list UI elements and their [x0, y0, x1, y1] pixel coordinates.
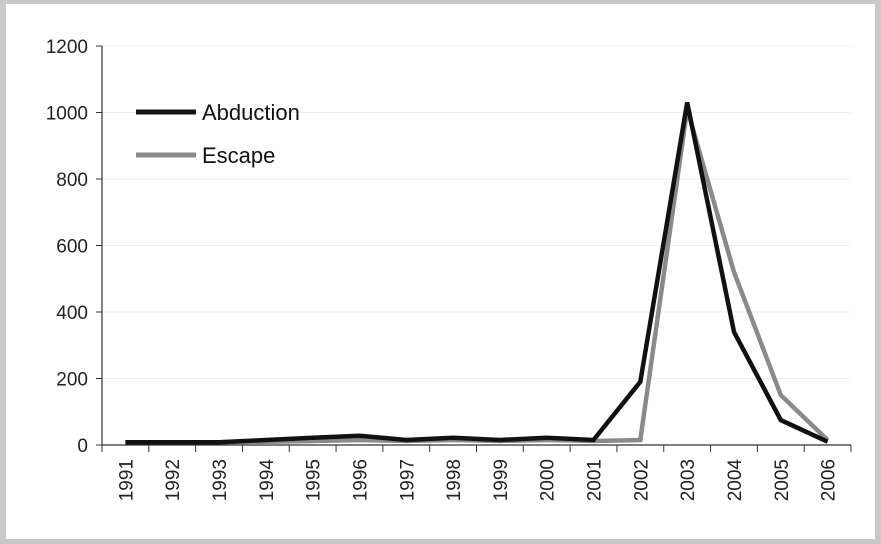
y-tick-label-200: 200	[56, 370, 88, 391]
series-lines	[125, 102, 830, 445]
y-tick-label-1200: 1200	[46, 37, 88, 58]
chart-frame: 0 200 400 600 800 1000 1200 1991 1992 1993 1994 19…	[6, 4, 875, 539]
x-tick-label-2003: 2003	[678, 459, 699, 501]
x-tick-label-1991: 1991	[116, 459, 137, 501]
x-axis-ticks: 1991 1992 1993 1994 1995 1996 1997 1998 1999 2000…	[101, 445, 852, 502]
legend-label-abduction: Abduction	[202, 100, 300, 125]
x-tick-label-2002: 2002	[631, 459, 652, 501]
legend: Abduction Escape	[136, 100, 300, 168]
y-tick-label-1000: 1000	[46, 104, 88, 125]
x-tick-label-1996: 1996	[350, 459, 371, 501]
series-line-abduction	[125, 102, 829, 445]
x-tick-label-2005: 2005	[772, 459, 793, 501]
grid-lines	[102, 45, 851, 379]
x-tick-label-1997: 1997	[397, 459, 418, 501]
x-tick-label-2000: 2000	[538, 459, 559, 501]
x-tick-label-2004: 2004	[725, 459, 746, 502]
x-tick-label-2006: 2006	[819, 459, 840, 501]
y-tick-label-0: 0	[77, 436, 88, 457]
x-tick-label-1999: 1999	[491, 459, 512, 501]
x-tick-label-2001: 2001	[585, 459, 606, 501]
x-tick-label-1995: 1995	[304, 459, 325, 501]
legend-label-escape: Escape	[202, 143, 275, 168]
x-tick-label-1994: 1994	[257, 459, 278, 502]
y-tick-label-800: 800	[56, 170, 88, 191]
y-axis-ticks: 0 200 400 600 800 1000 1200	[46, 37, 102, 457]
x-tick-label-1998: 1998	[444, 459, 465, 501]
y-tick-label-600: 600	[56, 237, 88, 258]
x-tick-label-1992: 1992	[163, 459, 184, 501]
y-tick-label-400: 400	[56, 303, 88, 324]
x-tick-label-1993: 1993	[210, 459, 231, 501]
